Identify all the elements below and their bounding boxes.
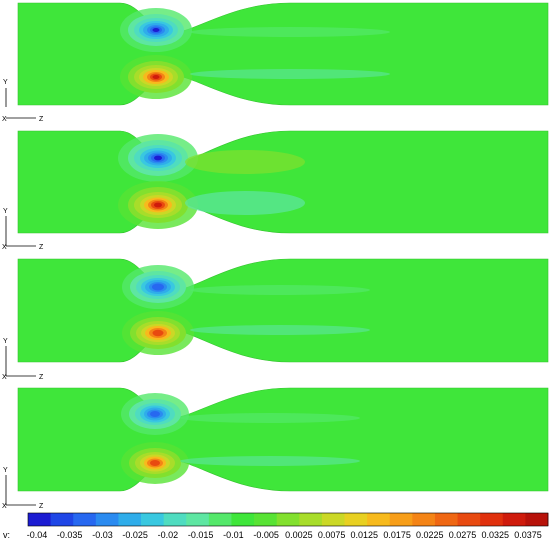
channel-domain — [17, 258, 549, 363]
colorbar-tick-label: 0.0225 — [416, 530, 444, 540]
lower-positive-vortex — [121, 442, 189, 484]
colorbar-tick-label: 0.0325 — [482, 530, 510, 540]
colorbar-swatch — [50, 513, 74, 526]
colorbar-ticks: -0.04 -0.035 -0.03 -0.025 -0.02 -0.015 -0.01 -0… — [27, 530, 542, 540]
colorbar-tick-label: 0.0125 — [351, 530, 379, 540]
x-axis-label: X — [2, 503, 7, 510]
z-axis-label: Z — [39, 116, 44, 123]
colorbar-tick-label: -0.03 — [92, 530, 113, 540]
colorbar-swatch — [434, 513, 458, 526]
panel-3: Y Z X — [2, 258, 549, 381]
panel-1: Y Z X — [2, 2, 549, 123]
axis-triad: Y Z X — [2, 338, 44, 381]
axis-triad: Y Z X — [2, 208, 44, 251]
colorbar-tick-label: -0.02 — [158, 530, 179, 540]
colorbar-swatch — [163, 513, 187, 526]
colorbar-tick-label: -0.04 — [27, 530, 48, 540]
colorbar-frame — [27, 512, 549, 527]
upper-wake-region — [185, 150, 305, 174]
lower-positive-vortex — [118, 181, 198, 229]
colorbar-swatch — [389, 513, 413, 526]
colorbar-variable-label: v: — [3, 530, 10, 540]
colorbar-swatch — [502, 513, 526, 526]
colorbar-tick-label: 0.0175 — [383, 530, 411, 540]
colorbar-swatch — [208, 513, 232, 526]
upper-wake-streak — [180, 413, 360, 423]
lower-wake-region — [185, 191, 305, 215]
colorbar-tick-label: 0.0275 — [449, 530, 477, 540]
lower-wake-streak — [190, 69, 390, 79]
colorbar-swatch — [95, 513, 119, 526]
x-axis-label: X — [2, 244, 7, 251]
colorbar-swatch — [254, 513, 278, 526]
colorbar-tick-label: -0.015 — [188, 530, 214, 540]
lower-wake-streak — [180, 456, 360, 466]
colorbar-tick-label: -0.025 — [122, 530, 148, 540]
upper-negative-vortex — [118, 134, 198, 182]
lower-wake-streak — [190, 325, 370, 335]
colorbar-swatch — [321, 513, 345, 526]
y-axis-label: Y — [3, 338, 8, 345]
colorbar-tick-label: -0.005 — [253, 530, 279, 540]
colorbar-swatch — [186, 513, 210, 526]
colorbar-swatch — [525, 513, 549, 526]
axis-triad: Y Z X — [2, 79, 44, 123]
colorbar-swatch — [367, 513, 391, 526]
colorbar: v: -0.04 -0.035 -0.03 -0.025 -0.02 -0.015 -0.0… — [3, 512, 549, 540]
x-axis-label: X — [2, 116, 7, 123]
upper-wake-streak — [190, 27, 390, 37]
z-axis-label: Z — [39, 374, 44, 381]
colorbar-swatch — [276, 513, 300, 526]
axis-triad: Y Z X — [2, 467, 44, 510]
z-axis-label: Z — [39, 244, 44, 251]
colorbar-swatch — [118, 513, 142, 526]
colorbar-swatch — [412, 513, 436, 526]
upper-negative-vortex — [122, 265, 194, 309]
panel-4: Y Z X — [2, 387, 549, 510]
colorbar-swatches — [28, 513, 549, 526]
channel-domain — [17, 130, 549, 234]
colorbar-swatch — [457, 513, 481, 526]
colorbar-swatch — [73, 513, 97, 526]
colorbar-tick-label: 0.0375 — [514, 530, 542, 540]
upper-negative-vortex — [120, 8, 192, 52]
colorbar-swatch — [141, 513, 165, 526]
colorbar-swatch — [299, 513, 323, 526]
y-axis-label: Y — [3, 208, 8, 215]
colorbar-tick-label: -0.035 — [57, 530, 83, 540]
colorbar-tick-label: 0.0025 — [285, 530, 313, 540]
colorbar-swatch — [480, 513, 504, 526]
colorbar-tick-label: 0.0075 — [318, 530, 346, 540]
panel-2: Y Z X — [2, 130, 549, 251]
y-axis-label: Y — [3, 467, 8, 474]
z-axis-label: Z — [39, 503, 44, 510]
colorbar-tick-label: -0.01 — [223, 530, 244, 540]
channel-domain — [17, 2, 549, 106]
upper-wake-streak — [190, 285, 370, 295]
colorbar-swatch — [28, 513, 52, 526]
lower-positive-vortex — [120, 55, 192, 99]
lower-positive-vortex — [122, 311, 194, 355]
upper-negative-vortex — [121, 393, 189, 435]
colorbar-swatch — [231, 513, 255, 526]
x-axis-label: X — [2, 374, 7, 381]
channel-domain — [17, 387, 549, 492]
y-axis-label: Y — [3, 79, 8, 86]
colorbar-swatch — [344, 513, 368, 526]
